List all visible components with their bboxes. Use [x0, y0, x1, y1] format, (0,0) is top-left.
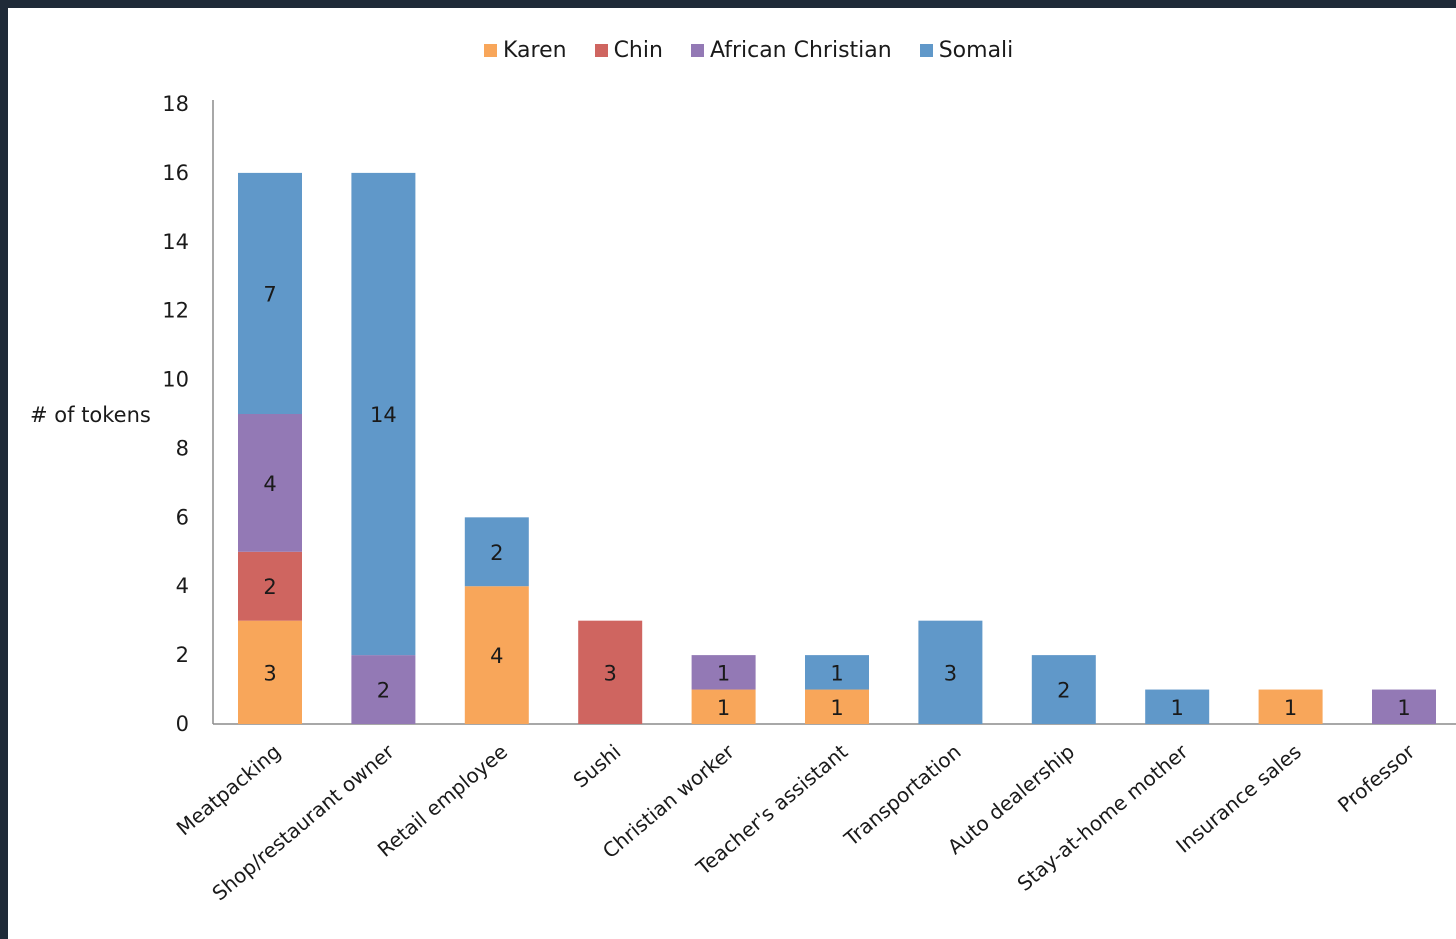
- chart-frame: Karen Chin African Christian Somali # of…: [8, 8, 1456, 939]
- data-label: 1: [1284, 696, 1297, 720]
- legend-swatch-karen: [484, 43, 497, 57]
- y-tick-label: 8: [176, 436, 189, 460]
- data-label: 1: [1397, 696, 1410, 720]
- x-tick-label: Sushi: [569, 739, 626, 792]
- x-tick-label: Professor: [1333, 739, 1420, 817]
- legend: Karen Chin African Christian Somali: [484, 36, 1041, 64]
- legend-item-karen: Karen: [484, 38, 567, 63]
- y-tick-label: 4: [176, 574, 189, 598]
- bar-chin: [578, 620, 643, 724]
- bar-african-christian: [691, 655, 756, 690]
- x-tick-label: Meatpacking: [172, 739, 286, 840]
- y-tick-label: 0: [176, 712, 189, 736]
- y-tick-label: 16: [162, 161, 189, 185]
- y-tick-label: 14: [162, 230, 189, 254]
- data-label: 1: [717, 696, 730, 720]
- data-label: 4: [490, 644, 503, 668]
- legend-swatch-african-christian: [690, 43, 704, 57]
- bar-karen: [691, 689, 756, 724]
- bar-karen: [805, 689, 869, 724]
- data-label: 3: [263, 661, 276, 685]
- data-label: 1: [830, 696, 843, 720]
- legend-swatch-chin: [594, 43, 608, 57]
- data-label: 3: [944, 661, 957, 685]
- data-label: 14: [370, 403, 397, 427]
- legend-swatch-somali: [919, 43, 933, 57]
- bar-karen: [1258, 689, 1323, 724]
- bar-chart: 0246810121416183247Meatpacking214Shop/re…: [162, 92, 1456, 905]
- legend-label-somali: Somali: [938, 37, 1014, 63]
- legend-label-african-christian: African Christian: [709, 37, 892, 63]
- legend-item-chin: Chin: [594, 37, 663, 63]
- data-label: 3: [604, 661, 617, 685]
- bar-african-christian: [238, 414, 302, 552]
- legend-item-african-christian: African Christian: [690, 37, 892, 63]
- y-tick-label: 6: [176, 505, 189, 529]
- legend-label-karen: Karen: [503, 37, 567, 63]
- bar-karen: [464, 586, 529, 724]
- data-label: 2: [377, 679, 390, 703]
- bar-somali: [238, 172, 302, 414]
- bar-somali: [1031, 655, 1096, 724]
- data-label: 7: [263, 282, 276, 306]
- data-label: 2: [1057, 679, 1070, 703]
- y-tick-label: 10: [162, 368, 189, 392]
- y-tick-label: 2: [176, 643, 189, 667]
- bar-african-christian: [1372, 689, 1436, 724]
- bar-african-christian: [351, 655, 416, 724]
- bar-somali: [464, 517, 529, 587]
- y-tick-label: 12: [162, 299, 189, 323]
- y-axis-label: # of tokens: [30, 403, 151, 427]
- bar-karen: [238, 620, 302, 724]
- bar-somali: [351, 172, 416, 656]
- data-label: 4: [263, 472, 276, 496]
- bar-chin: [238, 551, 302, 621]
- legend-label-chin: Chin: [613, 37, 663, 63]
- data-label: 1: [1171, 696, 1184, 720]
- x-tick-label: Transportation: [839, 739, 966, 851]
- bar-somali: [918, 620, 983, 724]
- legend-item-somali: Somali: [919, 37, 1014, 63]
- y-tick-label: 18: [162, 92, 189, 116]
- data-label: 1: [830, 661, 843, 685]
- data-label: 1: [717, 661, 730, 685]
- data-label: 2: [263, 575, 276, 599]
- x-tick-label: Shop/restaurant owner: [207, 739, 399, 905]
- bar-somali: [1145, 689, 1210, 724]
- bar-somali: [805, 655, 869, 690]
- data-label: 2: [490, 541, 503, 565]
